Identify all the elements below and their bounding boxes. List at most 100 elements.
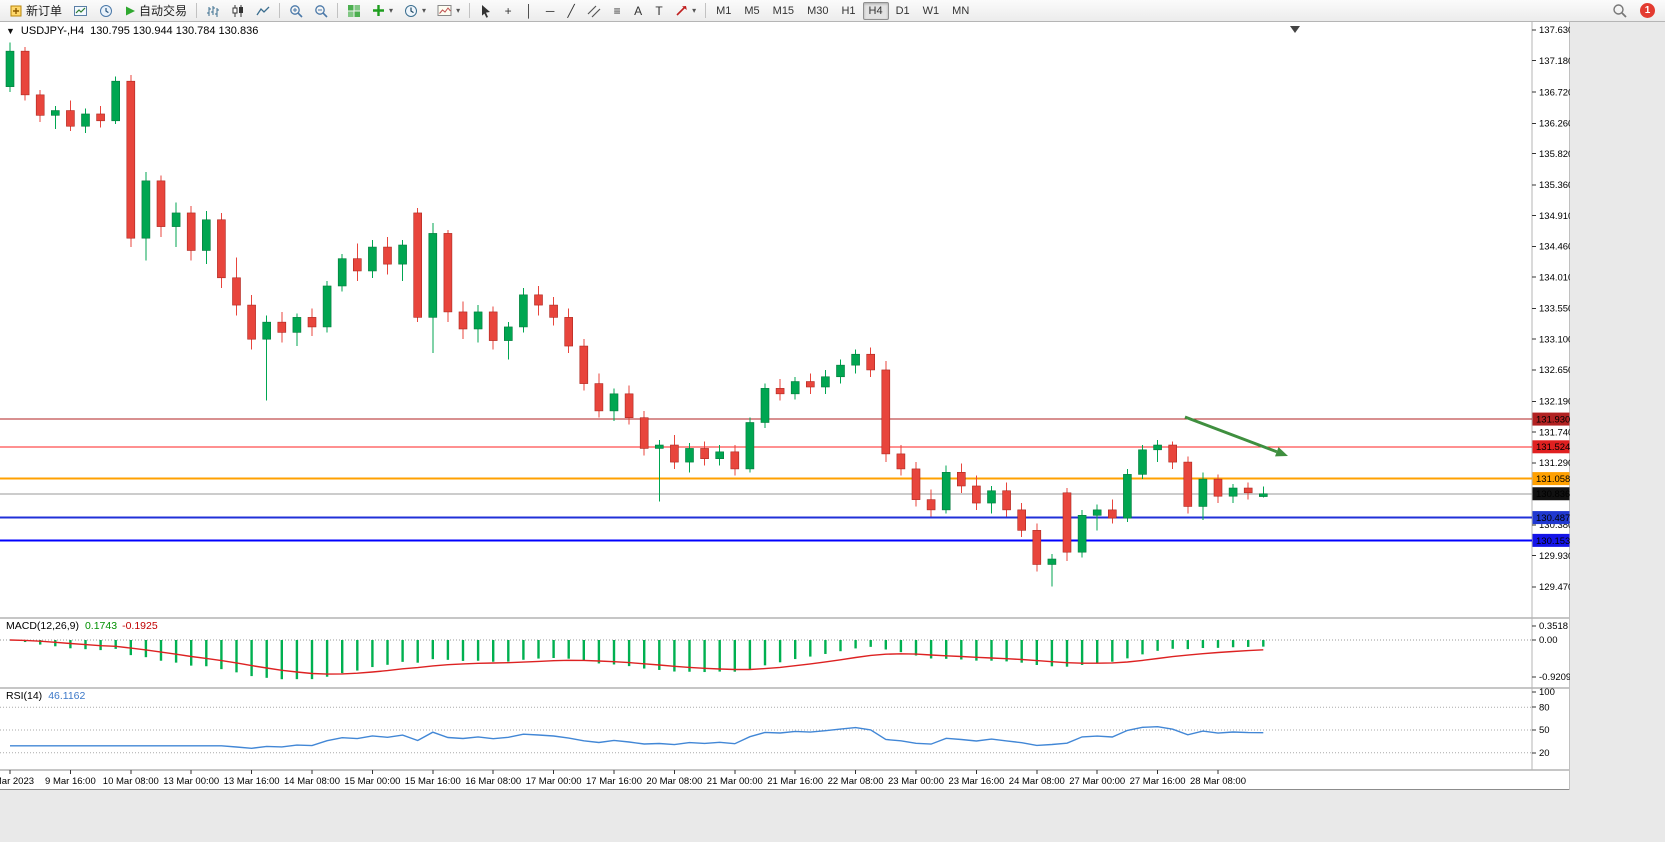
macd-histogram (23, 640, 1265, 680)
text-tool-button[interactable]: A (628, 1, 648, 21)
fibonacci-tool-button[interactable]: ≡ (607, 1, 627, 21)
new-chart-icon (74, 5, 88, 16)
play-icon (126, 6, 136, 15)
svg-text:24 Mar 08:00: 24 Mar 08:00 (1009, 776, 1065, 787)
chart-shift-marker[interactable] (1290, 26, 1300, 33)
svg-text:100: 100 (1539, 687, 1555, 698)
svg-text:9 Mar 2023: 9 Mar 2023 (0, 776, 34, 787)
svg-text:23 Mar 00:00: 23 Mar 00:00 (888, 776, 944, 787)
timeframe-m5-button[interactable]: M5 (738, 2, 765, 20)
label-tool-icon: T (655, 3, 663, 18)
periods-button[interactable]: ▾ (399, 1, 431, 21)
svg-text:13 Mar 00:00: 13 Mar 00:00 (163, 776, 219, 787)
svg-text:135.820: 135.820 (1539, 149, 1570, 160)
market-watch-icon (100, 4, 113, 17)
svg-text:132.650: 132.650 (1539, 365, 1570, 376)
templates-button[interactable]: ▾ (432, 1, 465, 21)
label-tool-button[interactable]: T (649, 1, 669, 21)
dropdown-caret-icon: ▾ (389, 6, 394, 15)
macd-signal-value: -0.1925 (122, 620, 158, 632)
svg-text:17 Mar 16:00: 17 Mar 16:00 (586, 776, 642, 787)
candlestick-chart-type-button[interactable] (226, 1, 250, 21)
rsi-name: RSI(14) (6, 690, 43, 702)
market-watch-button[interactable] (94, 1, 118, 21)
notification-badge[interactable]: 1 (1640, 3, 1655, 18)
cursor-tool-button[interactable] (474, 1, 497, 21)
clock-icon (405, 4, 418, 17)
timeframe-m30-button[interactable]: M30 (801, 2, 834, 20)
rsi-line (10, 725, 1264, 750)
new-order-label: 新订单 (26, 4, 63, 18)
timeframe-w1-button[interactable]: W1 (917, 2, 946, 20)
dropdown-caret-icon: ▾ (692, 6, 697, 15)
svg-text:136.720: 136.720 (1539, 87, 1570, 98)
svg-text:10 Mar 08:00: 10 Mar 08:00 (103, 776, 159, 787)
arrows-tool-button[interactable]: ▾ (670, 1, 701, 21)
auto-trading-label: 自动交易 (139, 4, 188, 18)
trendline-icon: ╱ (567, 3, 575, 18)
zoom-in-button[interactable] (284, 1, 308, 21)
dropdown-caret-icon: ▾ (456, 6, 461, 15)
bar-chart-type-button[interactable] (201, 1, 225, 21)
crosshair-icon: + (504, 3, 512, 18)
dropdown-caret-icon: ▾ (422, 6, 427, 15)
new-order-button[interactable]: 新订单 (4, 1, 67, 21)
ohlc-values: 130.795 130.944 130.784 130.836 (90, 25, 259, 37)
rsi-value: 46.1162 (48, 690, 86, 702)
symbol-period-label: USDJPY-,H4 (20, 25, 85, 37)
svg-text:132.190: 132.190 (1539, 397, 1570, 408)
timeframe-d1-button[interactable]: D1 (890, 2, 916, 20)
timeframe-mn-button[interactable]: MN (946, 2, 975, 20)
tile-windows-button[interactable] (342, 1, 366, 21)
zoom-out-button[interactable] (309, 1, 333, 21)
timeframe-m1-button[interactable]: M1 (710, 2, 737, 20)
svg-text:22 Mar 08:00: 22 Mar 08:00 (828, 776, 884, 787)
timeframe-group: M1 M5 M15 M30 H1 H4 D1 W1 MN (710, 1, 975, 20)
template-image-icon (437, 5, 452, 16)
new-order-icon (10, 5, 22, 16)
time-axis[interactable]: 9 Mar 2023 9 Mar 16:00 10 Mar 08:00 13 Mar … (0, 770, 1246, 787)
horizontal-line-icon: ─ (545, 3, 555, 18)
timeframe-m15-button[interactable]: M15 (767, 2, 800, 20)
toolbar: 新订单 自动交易 (0, 0, 1665, 22)
svg-text:134.010: 134.010 (1539, 272, 1570, 283)
line-chart-type-button[interactable] (251, 1, 275, 21)
text-tool-icon: A (634, 3, 643, 18)
svg-text:137.180: 137.180 (1539, 56, 1570, 67)
search-button[interactable] (1607, 1, 1632, 21)
candlestick-chart-icon (232, 4, 244, 17)
chart-canvas[interactable]: 137.630 137.180 136.720 136.260 135.820 135.3… (0, 22, 1570, 790)
svg-text:134.910: 134.910 (1539, 211, 1570, 222)
svg-text:137.630: 137.630 (1539, 25, 1570, 36)
zoom-out-icon (315, 4, 328, 18)
macd-main-value: 0.1743 (84, 620, 118, 632)
macd-signal-line (9, 639, 1264, 675)
channel-tool-button[interactable] (582, 1, 606, 21)
vertical-line-tool-button[interactable]: │ (519, 1, 539, 21)
auto-trading-button[interactable]: 自动交易 (119, 1, 192, 21)
line-chart-icon (256, 6, 270, 15)
timeframe-h1-button[interactable]: H1 (835, 2, 861, 20)
one-click-panel-toggle-icon[interactable]: ▼ (6, 26, 15, 36)
indicators-plus-icon (373, 5, 385, 16)
svg-text:-0.9209: -0.9209 (1539, 672, 1570, 683)
indicators-button[interactable]: ▾ (367, 1, 398, 21)
svg-text:131.740: 131.740 (1539, 427, 1570, 438)
price-level-lines[interactable]: 131.930 131.524 131.058 130.836 130.487 130.1… (0, 412, 1570, 547)
svg-text:21 Mar 16:00: 21 Mar 16:00 (767, 776, 823, 787)
svg-text:17 Mar 00:00: 17 Mar 00:00 (526, 776, 582, 787)
horizontal-line-tool-button[interactable]: ─ (540, 1, 560, 21)
trendline-tool-button[interactable]: ╱ (561, 1, 581, 21)
toolbar-separator (279, 3, 281, 18)
price-axis[interactable]: 137.630 137.180 136.720 136.260 135.820 135.3… (1532, 25, 1570, 759)
svg-text:130.487: 130.487 (1536, 513, 1570, 524)
new-chart-button[interactable] (68, 1, 93, 21)
toolbar-separator (469, 3, 471, 18)
svg-text:20: 20 (1539, 748, 1550, 759)
chart-window: 137.630 137.180 136.720 136.260 135.820 135.3… (0, 22, 1570, 790)
svg-text:133.550: 133.550 (1539, 304, 1570, 315)
svg-text:129.930: 129.930 (1539, 551, 1570, 562)
timeframe-h4-button[interactable]: H4 (862, 1, 889, 20)
trend-arrow[interactable] (1184, 415, 1278, 454)
crosshair-tool-button[interactable]: + (498, 1, 518, 21)
